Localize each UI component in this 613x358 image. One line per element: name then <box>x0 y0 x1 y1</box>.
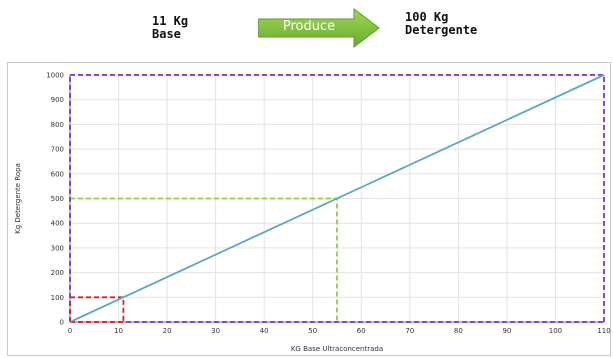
produce-arrow-icon <box>258 8 380 48</box>
base-label: 11 Kg Base <box>152 15 188 41</box>
y-tick-label: 0 <box>60 319 64 327</box>
detergente-amount-text: 100 Kg <box>405 10 449 24</box>
x-tick-label: 80 <box>454 327 463 335</box>
y-tick-label: 900 <box>51 96 64 104</box>
x-tick-label: 0 <box>68 327 72 335</box>
y-tick-label: 1000 <box>46 72 64 80</box>
x-tick-label: 30 <box>211 327 220 335</box>
x-axis-ticks: 0 10 20 30 40 50 60 70 80 90 100 110 <box>68 327 611 335</box>
produce-arrow-label: Produce <box>282 19 336 34</box>
y-tick-label: 300 <box>51 244 64 252</box>
y-tick-label: 100 <box>51 294 64 302</box>
y-tick-label: 600 <box>51 170 64 178</box>
x-axis-title: KG Base Ultraconcentrada <box>291 345 383 353</box>
chart-series <box>69 74 605 323</box>
x-tick-label: 50 <box>308 327 317 335</box>
x-tick-label: 40 <box>260 327 269 335</box>
chart-frame <box>7 62 611 356</box>
x-tick-label: 100 <box>549 327 562 335</box>
x-tick-label: 110 <box>597 327 610 335</box>
x-tick-label: 60 <box>357 327 366 335</box>
series-line <box>69 74 605 323</box>
y-tick-label: 800 <box>51 121 64 129</box>
y-tick-label: 400 <box>51 220 64 228</box>
y-tick-label: 500 <box>51 195 64 203</box>
y-tick-label: 200 <box>51 269 64 277</box>
detergente-name-text: Detergente <box>405 23 478 37</box>
guide-line <box>70 74 605 322</box>
y-axis-ticks: 0 100 200 300 400 500 600 700 800 900 1000 <box>46 72 64 327</box>
guide-line <box>70 296 125 322</box>
detergente-label: 100 Kg Detergente <box>405 11 477 37</box>
base-name-text: Base <box>152 27 181 41</box>
y-axis-title: Kg Detergente Ropa <box>14 163 22 234</box>
y-tick-label: 700 <box>51 146 64 154</box>
base-amount-text: 11 Kg <box>152 14 189 28</box>
x-tick-label: 70 <box>405 327 414 335</box>
x-tick-label: 20 <box>163 327 172 335</box>
x-tick-label: 10 <box>114 327 123 335</box>
x-tick-label: 90 <box>502 327 511 335</box>
